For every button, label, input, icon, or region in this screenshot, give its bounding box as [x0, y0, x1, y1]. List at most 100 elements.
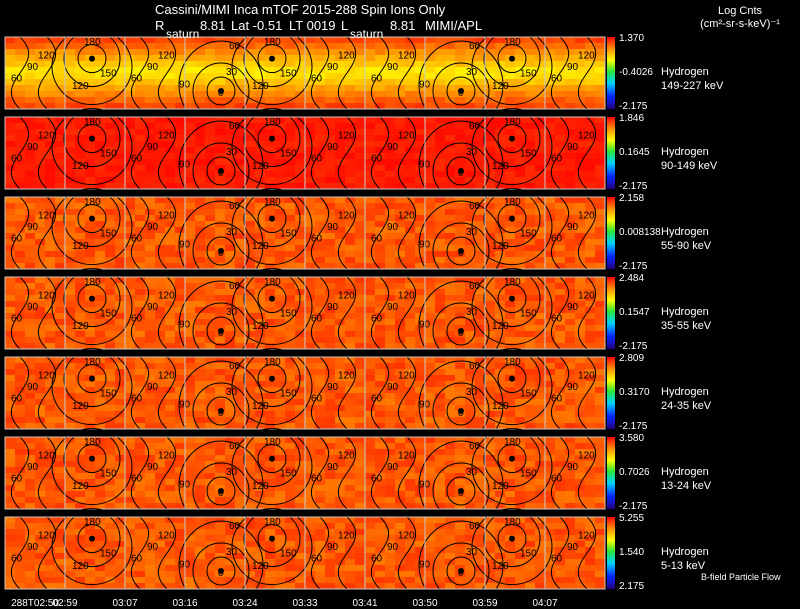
contour-label: 120 — [158, 51, 175, 62]
heatmap-cell — [105, 437, 116, 444]
heatmap-cell — [435, 147, 446, 154]
heatmap-cell — [105, 67, 116, 74]
heatmap-cell — [75, 387, 86, 394]
heatmap-cell — [215, 455, 226, 462]
heatmap-cell — [95, 129, 106, 136]
heatmap-cell — [465, 55, 476, 62]
heatmap-cell — [385, 369, 396, 376]
heatmap-cell — [315, 73, 326, 80]
heatmap-cell — [505, 423, 516, 430]
heatmap-cell — [65, 331, 76, 338]
heatmap-cell — [145, 197, 156, 204]
panel-frame — [4, 276, 606, 350]
heatmap-cell — [185, 215, 196, 222]
heatmap-cell — [85, 491, 96, 498]
heatmap-cell — [265, 369, 276, 376]
heatmap-cell — [435, 277, 446, 284]
contour-ring — [471, 348, 553, 426]
heatmap-cell — [595, 411, 606, 418]
heatmap-cell — [225, 67, 236, 74]
heatmap-cell — [315, 135, 326, 142]
heatmap-cell — [585, 363, 596, 370]
heatmap-cell — [565, 215, 576, 222]
heatmap-cell — [45, 405, 56, 412]
heatmap-cell — [135, 203, 146, 210]
heatmap-cell — [505, 251, 516, 258]
heatmap-cell — [205, 129, 216, 136]
heatmap-cell — [85, 67, 96, 74]
heatmap-cell — [115, 97, 126, 104]
heatmap-cell — [525, 437, 536, 444]
contour-label: 150 — [100, 469, 117, 480]
heatmap-cell — [105, 73, 116, 80]
heatmap-cell — [155, 245, 166, 252]
heatmap-cell — [65, 251, 76, 258]
heatmap-cell — [555, 399, 566, 406]
heatmap-cell — [15, 197, 26, 204]
heatmap-cell — [385, 245, 396, 252]
heatmap-cell — [35, 227, 46, 234]
heatmap-cell — [365, 405, 376, 412]
heatmap-cell — [555, 159, 566, 166]
heatmap-cell — [15, 153, 26, 160]
heatmap-cell — [255, 473, 266, 480]
heatmap-cell — [555, 221, 566, 228]
heatmap-cell — [155, 277, 166, 284]
heatmap-cell — [345, 503, 356, 510]
heatmap-cell — [295, 43, 306, 50]
heatmap-cell — [285, 473, 296, 480]
heatmap-cell — [425, 417, 436, 424]
heatmap-cell — [515, 319, 526, 326]
contour-label: 120 — [578, 211, 595, 222]
heatmap-cell — [495, 171, 506, 178]
heatmap-cell — [315, 153, 326, 160]
heatmap-cell — [55, 523, 66, 530]
heatmap-cell — [115, 523, 126, 530]
heatmap-cell — [545, 375, 556, 382]
heatmap-cell — [35, 171, 46, 178]
heatmap-cell — [125, 449, 136, 456]
heatmap-cell — [95, 103, 106, 110]
heatmap-cell — [205, 313, 216, 320]
contour-label: 60 — [551, 314, 563, 325]
heatmap-cell — [295, 49, 306, 56]
heatmap-cell — [425, 503, 436, 510]
heatmap-cell — [435, 399, 446, 406]
heatmap-cell — [305, 437, 316, 444]
heatmap-cell — [445, 91, 456, 98]
heatmap-cell — [5, 159, 16, 166]
heatmap-cell — [465, 251, 476, 258]
heatmap-cell — [315, 147, 326, 154]
heatmap-cell — [585, 461, 596, 468]
heatmap-cell — [295, 405, 306, 412]
heatmap-cell — [335, 183, 346, 190]
heatmap-cell — [145, 227, 156, 234]
heatmap-cell — [145, 43, 156, 50]
heatmap-cell — [285, 289, 296, 296]
heatmap-cell — [395, 61, 406, 68]
heatmap-cell — [525, 79, 536, 86]
heatmap-cell — [485, 381, 496, 388]
heatmap-cell — [235, 417, 246, 424]
heatmap-cell — [535, 399, 546, 406]
heatmap-cell — [25, 129, 36, 136]
heatmap-cell — [55, 363, 66, 370]
heatmap-cell — [405, 485, 416, 492]
heatmap-cell — [195, 215, 206, 222]
heatmap-cell — [355, 491, 366, 498]
heatmap-cell — [545, 517, 556, 524]
heatmap-cell — [165, 455, 176, 462]
heatmap-cell — [415, 61, 426, 68]
heatmap-cell — [395, 363, 406, 370]
heatmap-cell — [435, 289, 446, 296]
heatmap-cell — [535, 369, 546, 376]
heatmap-cell — [485, 177, 496, 184]
heatmap-cell — [165, 49, 176, 56]
heatmap-cell — [535, 49, 546, 56]
heatmap-cell — [425, 183, 436, 190]
heatmap-cell — [145, 523, 156, 530]
heatmap-cell — [425, 251, 436, 258]
contour-ring — [231, 348, 313, 426]
contour-label: 120 — [72, 81, 89, 92]
heatmap-cell — [165, 103, 176, 110]
